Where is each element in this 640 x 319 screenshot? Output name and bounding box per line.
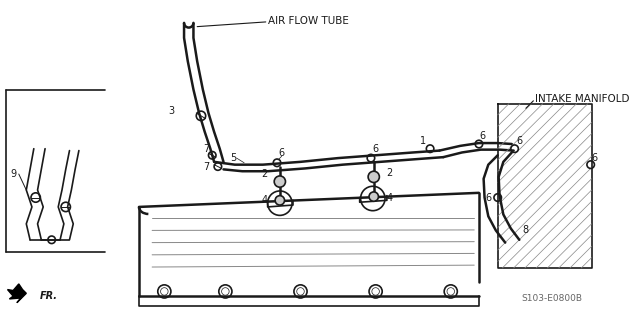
- Circle shape: [447, 288, 454, 295]
- Circle shape: [372, 288, 380, 295]
- Text: 6: 6: [591, 153, 598, 163]
- Text: 3: 3: [168, 106, 174, 116]
- Text: INTAKE MANIFOLD: INTAKE MANIFOLD: [535, 94, 630, 104]
- Text: 6: 6: [516, 136, 522, 146]
- Text: 5: 5: [230, 153, 236, 163]
- Text: AIR FLOW TUBE: AIR FLOW TUBE: [268, 16, 349, 26]
- Text: 6: 6: [278, 148, 285, 159]
- Circle shape: [368, 171, 380, 182]
- Text: S103-E0800B: S103-E0800B: [521, 294, 582, 303]
- Text: 2: 2: [387, 168, 393, 178]
- Text: 6: 6: [372, 144, 379, 154]
- Circle shape: [274, 176, 285, 187]
- Circle shape: [297, 288, 304, 295]
- Text: 4: 4: [262, 195, 268, 205]
- Text: 4: 4: [387, 193, 393, 203]
- Circle shape: [161, 288, 168, 295]
- Circle shape: [275, 196, 285, 205]
- Text: 2: 2: [262, 169, 268, 179]
- Text: FR.: FR.: [40, 291, 58, 301]
- Text: 7: 7: [204, 144, 210, 154]
- Polygon shape: [8, 284, 26, 303]
- Circle shape: [221, 288, 229, 295]
- Circle shape: [369, 192, 378, 201]
- Text: 7: 7: [204, 162, 210, 173]
- Text: 9: 9: [10, 169, 16, 179]
- Text: 6: 6: [479, 131, 486, 142]
- Text: 6: 6: [485, 193, 492, 203]
- Text: 1: 1: [419, 136, 426, 146]
- Text: 8: 8: [523, 226, 529, 235]
